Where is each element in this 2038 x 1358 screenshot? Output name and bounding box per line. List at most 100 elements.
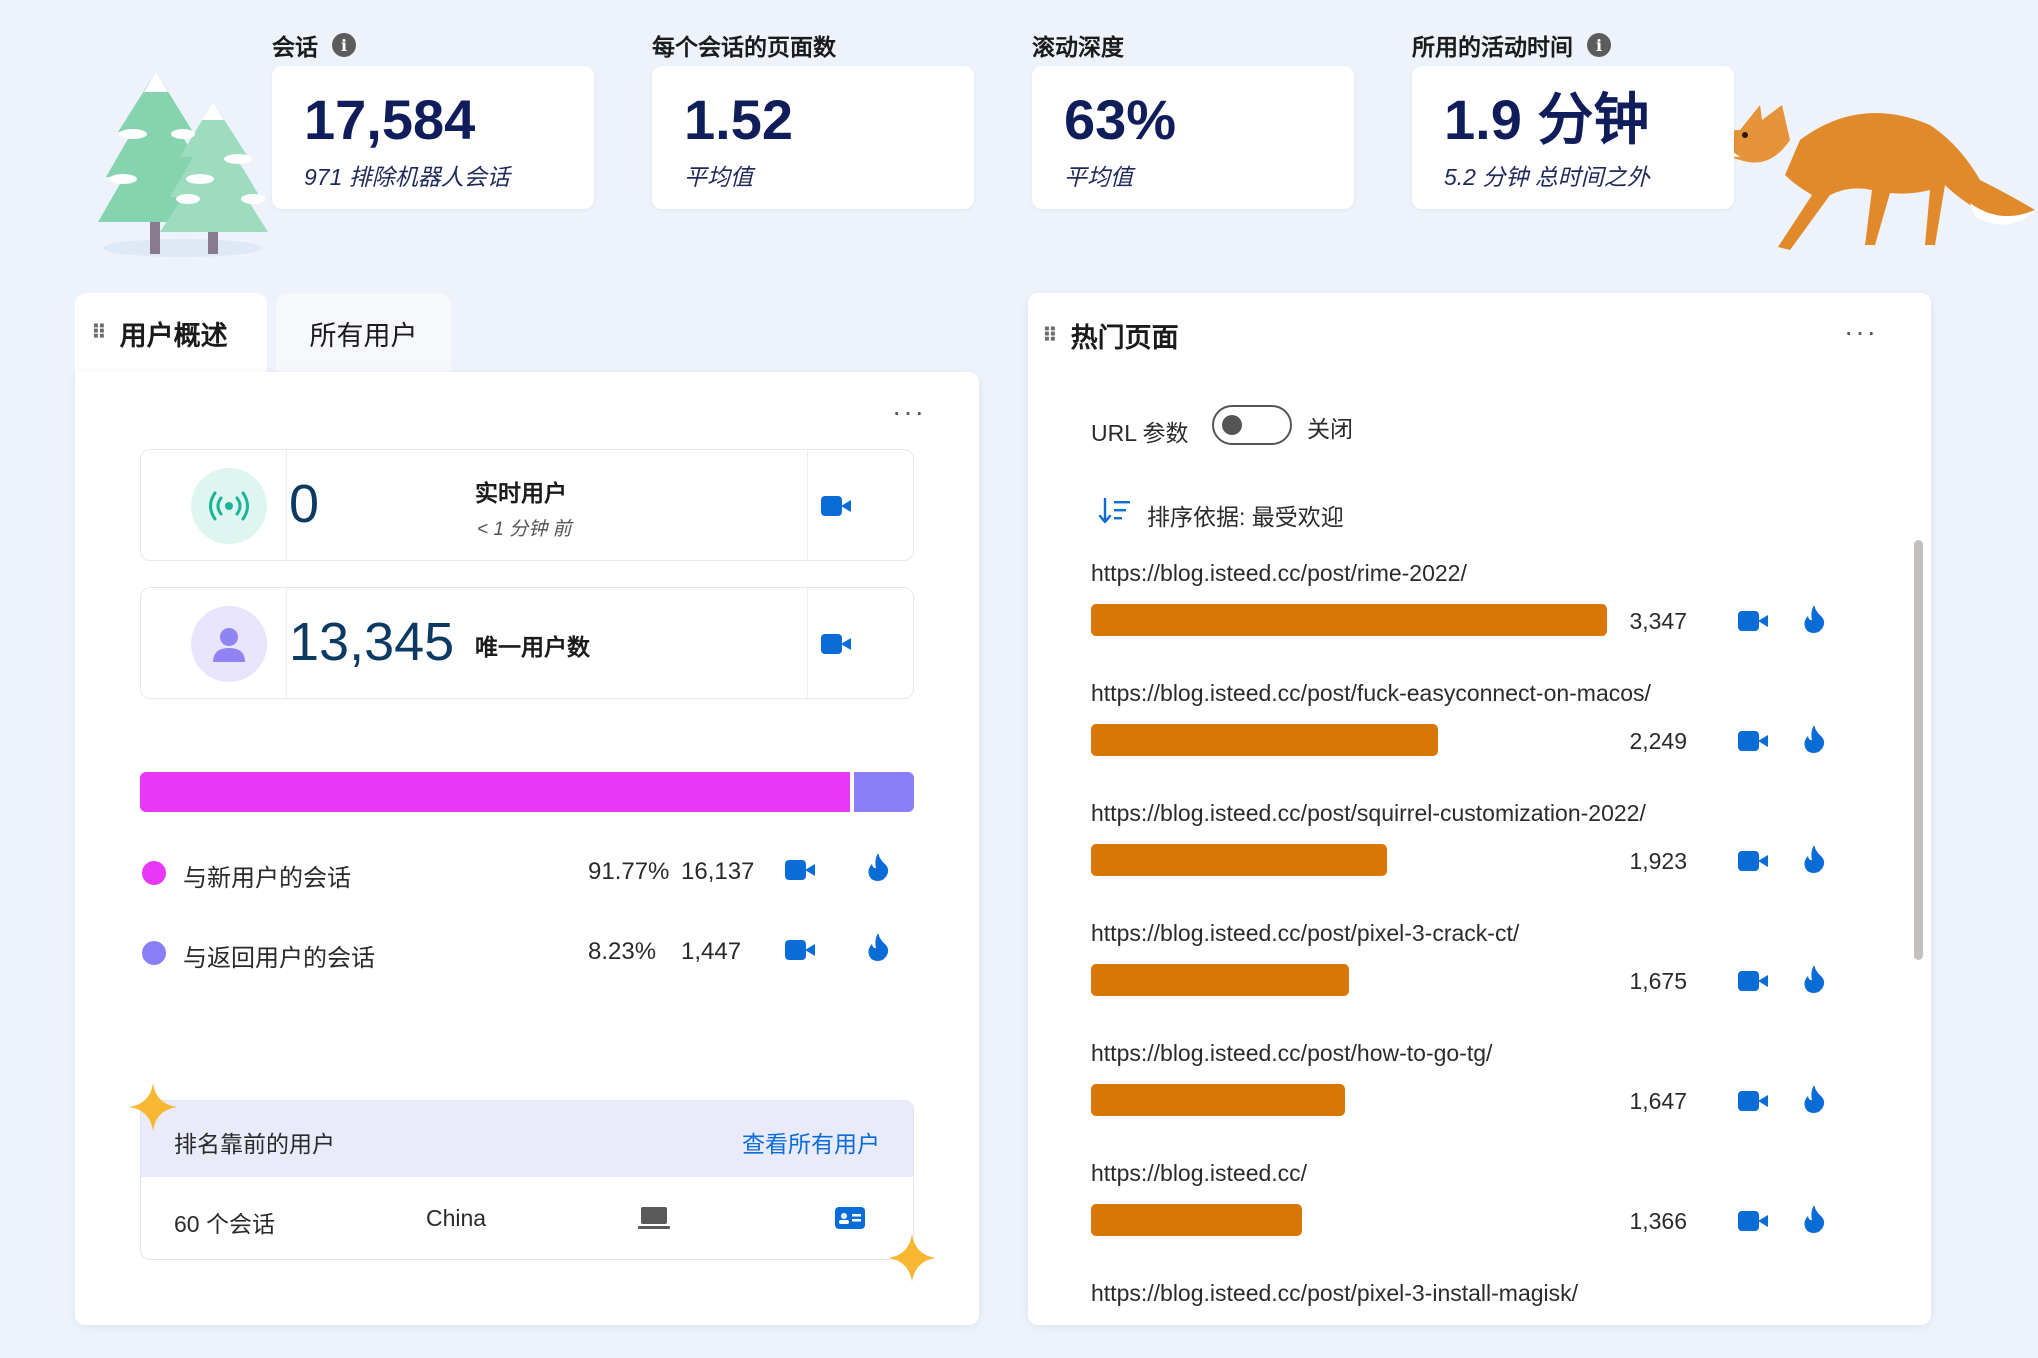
flame-icon[interactable] (866, 852, 890, 882)
video-camera-icon[interactable] (785, 940, 815, 960)
popular-pages-header: ⠿ 热门页面 (1042, 316, 1179, 355)
top-user-country: China (426, 1205, 487, 1231)
flame-icon[interactable] (1802, 604, 1826, 634)
top-users-title: 排名靠前的用户 (174, 1131, 335, 1157)
metric-card-active-time: 1.9 分钟 5.2 分钟 总时间之外 (1412, 66, 1734, 209)
legend-count-returning: 1,447 (681, 938, 742, 965)
video-camera-icon[interactable] (1738, 1211, 1768, 1231)
more-icon[interactable]: ··· (1844, 316, 1878, 347)
top-user-sessions: 60 个会话 (174, 1211, 275, 1237)
top-users-header: 排名靠前的用户 查看所有用户 (141, 1101, 913, 1177)
flame-icon[interactable] (1802, 724, 1826, 754)
page-views-bar (1091, 1084, 1345, 1116)
drag-grip-icon[interactable]: ⠿ (91, 322, 107, 344)
top-user-row[interactable]: 60 个会话 China (141, 1177, 913, 1259)
live-users-card: 0 实时用户 < 1 分钟 前 (140, 449, 914, 561)
page-url[interactable]: https://blog.isteed.cc/ (1091, 1160, 1308, 1186)
metric-card-scroll-depth: 63% 平均值 (1032, 66, 1354, 209)
flame-icon[interactable] (1802, 964, 1826, 994)
live-users-time: < 1 分钟 前 (477, 519, 572, 540)
video-camera-icon[interactable] (821, 634, 851, 654)
tree-illustration (98, 72, 268, 257)
metric-label-pages-per-session: 每个会话的页面数 (652, 34, 836, 60)
page-views-bar (1091, 1204, 1302, 1236)
scrollbar[interactable] (1914, 540, 1923, 960)
info-icon[interactable]: i (1587, 33, 1611, 57)
popular-pages-title: 热门页面 (1070, 323, 1179, 353)
page-views-bar (1091, 964, 1349, 996)
live-users-value: 0 (289, 474, 320, 534)
page-url[interactable]: https://blog.isteed.cc/post/rime-2022/ (1091, 560, 1467, 586)
page-views-count: 1,366 (1629, 1208, 1687, 1234)
legend-dot-new (142, 861, 166, 885)
page-url[interactable]: https://blog.isteed.cc/post/fuck-easycon… (1091, 680, 1651, 706)
page-url[interactable]: https://blog.isteed.cc/post/how-to-go-tg… (1091, 1040, 1493, 1066)
info-icon[interactable]: i (332, 33, 356, 57)
page-views-count: 1,675 (1629, 968, 1687, 994)
page-views-bar (1091, 604, 1607, 636)
flame-icon[interactable] (1802, 844, 1826, 874)
video-camera-icon[interactable] (785, 860, 815, 880)
metric-subtext: 971 排除机器人会话 (304, 164, 510, 190)
drag-grip-icon[interactable]: ⠿ (1042, 324, 1058, 347)
metric-value: 63% (1064, 88, 1177, 151)
flame-icon[interactable] (1802, 1084, 1826, 1114)
page-views-count: 2,249 (1629, 728, 1687, 754)
page-url[interactable]: https://blog.isteed.cc/post/pixel-3-crac… (1091, 920, 1520, 946)
fox-illustration (1705, 105, 2035, 250)
sparkle-icon (129, 1083, 177, 1131)
legend-label-new: 与新用户的会话 (183, 865, 351, 892)
flame-icon[interactable] (866, 932, 890, 962)
unique-users-card: 13,345 唯一用户数 (140, 587, 914, 699)
url-param-toggle-state: 关闭 (1307, 416, 1353, 442)
contact-card-icon[interactable] (835, 1207, 865, 1229)
legend-label-returning: 与返回用户的会话 (183, 945, 375, 972)
legend-percent-new: 91.77% (588, 858, 670, 885)
legend-count-new: 16,137 (681, 858, 755, 885)
flame-icon[interactable] (1802, 1204, 1826, 1234)
video-camera-icon[interactable] (1738, 611, 1768, 631)
sort-by-label[interactable]: 排序依据: 最受欢迎 (1147, 504, 1344, 530)
metric-label-scroll-depth: 滚动深度 (1032, 34, 1124, 60)
metric-value: 17,584 (304, 88, 476, 151)
live-signal-icon (191, 468, 267, 544)
page-url[interactable]: https://blog.isteed.cc/post/squirrel-cus… (1091, 800, 1646, 826)
page-views-count: 1,923 (1629, 848, 1687, 874)
unique-users-value: 13,345 (289, 612, 455, 672)
page-views-bar (1091, 724, 1438, 756)
metric-card-pages-per-session: 1.52 平均值 (652, 66, 974, 209)
more-icon[interactable]: ··· (892, 396, 926, 427)
legend-dot-returning (142, 941, 166, 965)
url-param-label: URL 参数 (1091, 420, 1189, 446)
page-views-count: 1,647 (1629, 1088, 1687, 1114)
sort-icon[interactable] (1098, 497, 1132, 525)
metric-subtext: 平均值 (684, 164, 753, 190)
live-users-label: 实时用户 (475, 480, 567, 506)
tab-all-users[interactable]: 所有用户 (276, 293, 451, 373)
video-camera-icon[interactable] (1738, 731, 1768, 751)
split-new-users[interactable] (140, 772, 850, 812)
metric-card-sessions: 17,584 971 排除机器人会话 (272, 66, 594, 209)
page-url[interactable]: https://blog.isteed.cc/post/pixel-3-inst… (1091, 1280, 1579, 1306)
unique-users-label: 唯一用户数 (475, 634, 590, 660)
page-views-count: 3,347 (1629, 608, 1687, 634)
view-all-users-link[interactable]: 查看所有用户 (742, 1131, 880, 1157)
top-users-table: 排名靠前的用户 查看所有用户 60 个会话 China (140, 1100, 914, 1260)
video-camera-icon[interactable] (1738, 851, 1768, 871)
user-icon (191, 606, 267, 682)
tab-user-overview[interactable]: ⠿ 用户概述 (75, 293, 267, 373)
split-returning-users[interactable] (854, 772, 914, 812)
video-camera-icon[interactable] (821, 496, 851, 516)
legend-percent-returning: 8.23% (588, 938, 657, 965)
popular-pages-panel (1028, 293, 1931, 1325)
metric-subtext: 平均值 (1064, 164, 1133, 190)
metric-value: 1.52 (684, 88, 793, 151)
video-camera-icon[interactable] (1738, 1091, 1768, 1111)
url-param-toggle[interactable] (1212, 405, 1292, 445)
session-split-bar (140, 772, 914, 812)
metric-label-sessions: 会话 i (272, 28, 356, 62)
laptop-icon (638, 1207, 670, 1229)
video-camera-icon[interactable] (1738, 971, 1768, 991)
metric-value: 1.9 分钟 (1444, 88, 1650, 151)
page-views-bar (1091, 844, 1387, 876)
